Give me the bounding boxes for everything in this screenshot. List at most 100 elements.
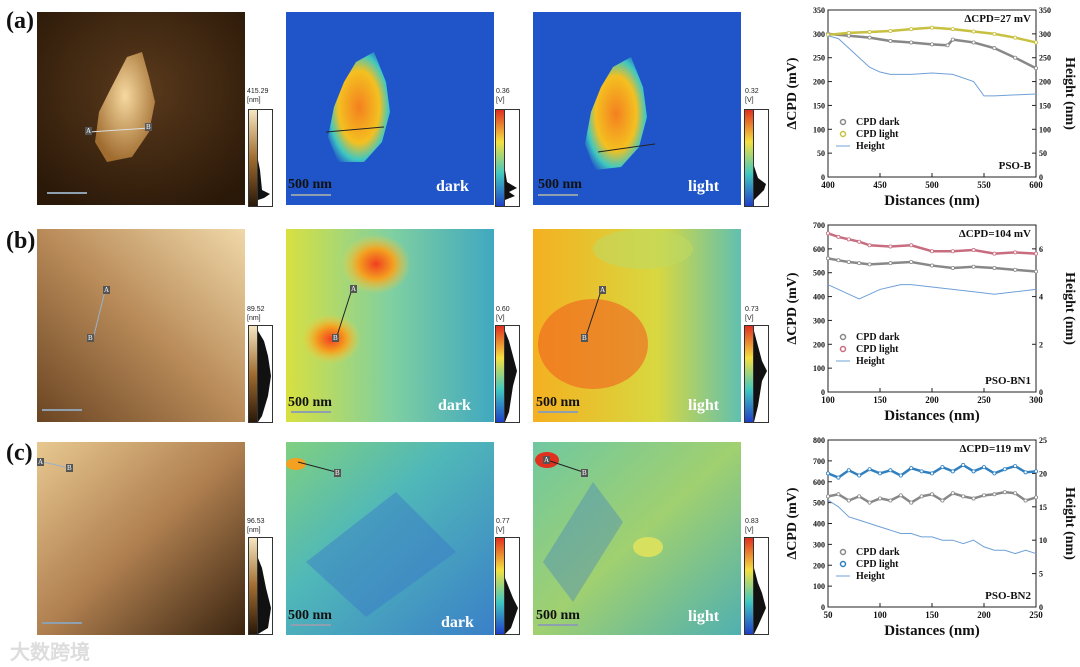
data-point — [1033, 251, 1038, 256]
y-tick-label: 400 — [813, 293, 825, 302]
data-point — [919, 494, 924, 499]
y2-tick-label: 250 — [1039, 54, 1051, 63]
delta-cpd-annotation: ΔCPD=104 mV — [959, 228, 1031, 240]
data-point — [909, 259, 914, 264]
y-tick-label: 350 — [813, 6, 825, 15]
row-a-light-scalebar-label: 500 nm — [538, 177, 582, 192]
row-b-label: (b) — [6, 228, 36, 254]
legend-label: CPD dark — [856, 117, 900, 128]
data-point — [846, 259, 851, 264]
legend-label: Height — [856, 356, 886, 367]
row-b-light-label: light — [688, 397, 720, 414]
row-a-dark-kpfm-image: 500 nm dark — [286, 12, 494, 205]
y2-tick-label: 300 — [1039, 30, 1051, 39]
data-point — [836, 258, 841, 263]
data-point — [929, 471, 934, 476]
data-point — [971, 496, 976, 501]
row-c-dark-scale-unit: [V] — [496, 527, 505, 534]
row-b-light-histogram — [753, 325, 769, 423]
data-point — [1033, 495, 1038, 500]
data-point — [992, 46, 997, 51]
row-b-topo-histogram — [257, 325, 273, 423]
series-line-2 — [827, 284, 1037, 300]
delta-cpd-annotation: ΔCPD=27 mV — [964, 13, 1031, 25]
data-point — [950, 37, 955, 42]
row-c-dark-histogram — [504, 537, 520, 635]
x-tick-label: 250 — [977, 395, 991, 405]
y-tick-label: 100 — [813, 125, 825, 134]
row-a-cpd-chart: 400 450 500 550 6000501001502002503003500501… — [785, 6, 1077, 209]
y-tick-label: 500 — [813, 269, 825, 278]
y-tick-label: 600 — [813, 478, 825, 487]
data-point — [867, 500, 872, 505]
series-line-2 — [827, 499, 1037, 555]
data-point — [846, 30, 851, 35]
data-point — [1002, 490, 1007, 495]
y2-tick-label: 200 — [1039, 78, 1051, 87]
row-c-dark-label: dark — [441, 614, 474, 631]
row-b-light-scale-max: 0.73 — [745, 306, 759, 313]
x-tick-label: 550 — [977, 180, 991, 190]
series-line-0 — [827, 32, 1037, 70]
row-c-topo-point-b: B — [66, 464, 73, 472]
y2-tick-label: 6 — [1039, 245, 1043, 254]
data-point — [961, 494, 966, 499]
row-b-dark-point-b: B — [332, 334, 339, 342]
row-a-topography-image: A B — [37, 12, 245, 205]
row-b-dark-point-a: A — [350, 285, 358, 293]
data-point — [888, 28, 893, 33]
y-axis-label: ΔCPD (mV) — [785, 272, 800, 344]
y-tick-label: 100 — [813, 582, 825, 591]
data-point — [888, 244, 893, 249]
data-point — [898, 473, 903, 478]
data-point — [867, 467, 872, 472]
data-point — [971, 469, 976, 474]
row-c-light-scalebar-label: 500 nm — [536, 608, 580, 623]
y2-tick-label: 350 — [1039, 6, 1051, 15]
x-axis-label: Distances (nm) — [884, 623, 979, 639]
row-a-light-histogram — [753, 109, 769, 207]
row-b-dark-label: dark — [438, 397, 471, 414]
y2-tick-label: 10 — [1039, 536, 1047, 545]
data-point — [992, 31, 997, 36]
data-point — [878, 496, 883, 501]
data-point — [981, 493, 986, 498]
data-point — [950, 491, 955, 496]
row-b-dark-scalebar-label: 500 nm — [288, 395, 332, 410]
data-point — [971, 248, 976, 253]
y2-tick-label: 0 — [1039, 388, 1043, 397]
data-point — [929, 263, 934, 268]
x-tick-label: 150 — [925, 610, 939, 620]
legend-swatch — [839, 548, 847, 556]
row-c-topography-image: A B — [37, 442, 245, 635]
data-point — [826, 494, 831, 499]
row-b-light-scalebar-label: 500 nm — [536, 395, 580, 410]
x-tick-label: 100 — [873, 610, 887, 620]
data-point — [1013, 250, 1018, 255]
y2-tick-label: 0 — [1039, 173, 1043, 182]
row-a-dark-scale-max: 0.36 — [496, 88, 510, 95]
y2-axis-label: Height (nm) — [1062, 57, 1077, 130]
data-point — [888, 39, 893, 44]
data-point — [878, 471, 883, 476]
data-point — [909, 27, 914, 32]
data-point — [992, 471, 997, 476]
row-b-topo-point-a: A — [103, 286, 111, 294]
y2-tick-label: 0 — [1039, 603, 1043, 612]
x-tick-label: 500 — [925, 180, 939, 190]
y-tick-label: 200 — [813, 340, 825, 349]
x-tick-label: 150 — [873, 395, 887, 405]
row-c-light-label: light — [688, 608, 720, 625]
row-b-light-scale-unit: [V] — [745, 315, 754, 322]
data-point — [909, 466, 914, 471]
row-c-topo-histogram — [257, 537, 273, 635]
data-point — [1002, 467, 1007, 472]
row-c-light-histogram — [753, 537, 769, 635]
data-point — [888, 261, 893, 266]
data-point — [940, 465, 945, 470]
x-tick-label: 200 — [925, 395, 939, 405]
data-point — [992, 492, 997, 497]
data-point — [909, 243, 914, 248]
data-point — [929, 492, 934, 497]
data-point — [898, 493, 903, 498]
